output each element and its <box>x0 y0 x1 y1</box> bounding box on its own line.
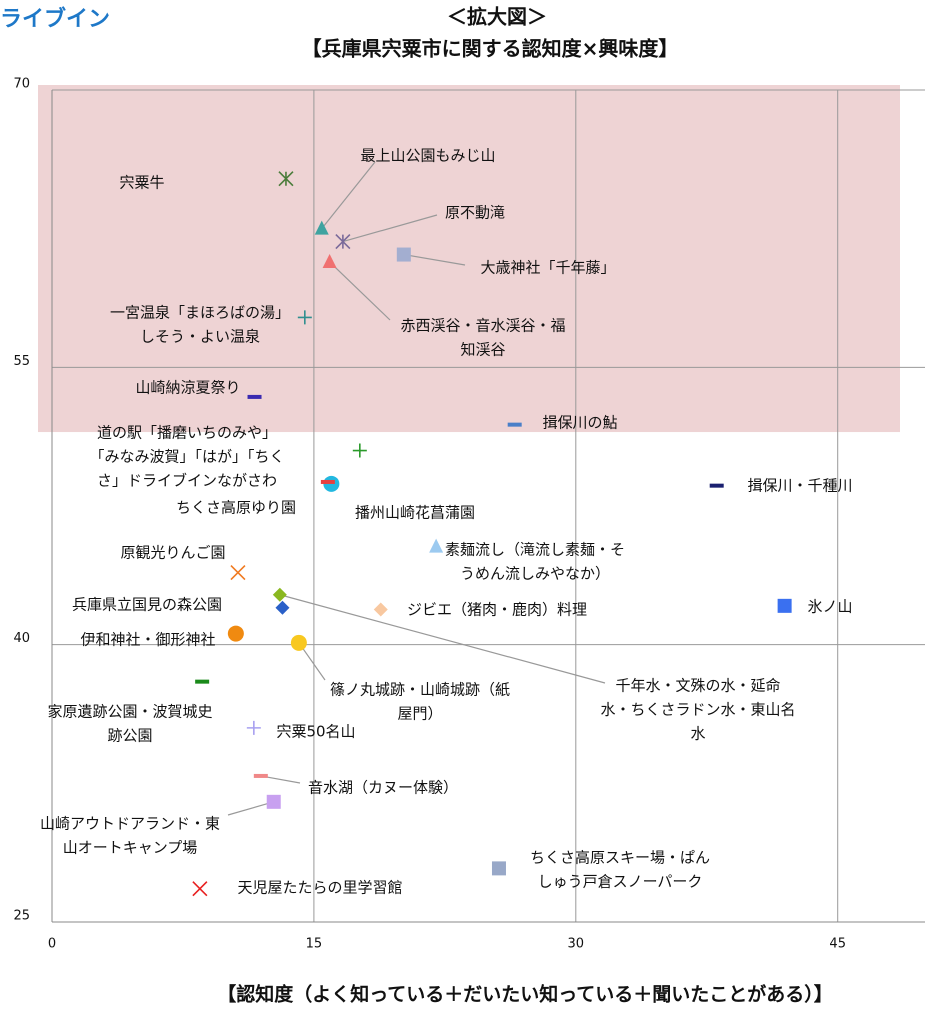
marker <box>230 564 246 581</box>
point-label: 氷ノ山 <box>807 598 852 616</box>
marker <box>192 881 208 897</box>
point-label: 赤西渓谷・音水渓谷・福 <box>400 317 565 335</box>
y-tick-label: 70 <box>13 77 30 92</box>
marker <box>429 538 444 553</box>
marker <box>290 634 307 651</box>
marker <box>507 422 522 427</box>
point-label: ジビエ（猪肉・鹿肉）料理 <box>407 601 587 619</box>
x-tick-label: 0 <box>48 937 56 952</box>
marker <box>297 310 312 325</box>
point-label: 水・ちくさラドン水・東山名 <box>600 701 795 719</box>
point-label: 揖保川・千種川 <box>747 477 852 495</box>
x-tick-label: 30 <box>568 937 585 952</box>
marker <box>266 794 281 809</box>
point-label: 素麺流し（滝流し素麺・そ <box>445 541 625 559</box>
marker <box>272 587 287 602</box>
point-label: 宍粟牛 <box>119 174 164 192</box>
point-label: 原観光りんご園 <box>120 544 225 562</box>
chart-title: ＜拡大図＞ <box>447 5 547 29</box>
leader-line <box>321 161 376 230</box>
marker <box>491 861 506 876</box>
marker <box>247 394 262 399</box>
chart-subtitle: 【兵庫県宍粟市に関する認知度×興味度】 <box>302 37 679 61</box>
marker <box>246 720 261 735</box>
y-tick-label: 25 <box>13 909 30 924</box>
x-tick-label: 15 <box>306 937 323 952</box>
point-label: 音水湖（カヌー体験） <box>308 779 458 797</box>
point-label: 原不動滝 <box>445 204 505 222</box>
leader-line <box>403 253 466 266</box>
point-label: さ」ドライブインながさわ <box>97 472 277 490</box>
leader-line <box>342 214 438 243</box>
point-label: 最上山公園もみじ山 <box>360 147 495 165</box>
marker <box>373 602 388 617</box>
leader-line <box>329 261 391 321</box>
point-label: 山オートキャンプ場 <box>63 839 198 857</box>
marker <box>227 625 244 642</box>
point-label: ちくさ高原ゆり園 <box>176 499 296 517</box>
marker <box>777 598 792 613</box>
leader-line <box>227 801 274 816</box>
marker <box>195 679 210 684</box>
point-label: 千年水・文殊の水・延命 <box>615 677 780 695</box>
marker <box>275 600 290 615</box>
corner-text: ライブイン <box>0 6 110 32</box>
background-layer <box>38 85 925 923</box>
point-label: 「みなみ波賀」「はが」「ちく <box>89 448 284 466</box>
point-label: しゅう戸倉スノーパーク <box>538 873 703 891</box>
point-label: 水 <box>690 725 705 743</box>
point-label: うめん流しみやなか） <box>460 565 610 583</box>
x-tick-label: 45 <box>829 937 846 952</box>
point-label: 播州山崎花菖蒲園 <box>355 504 475 522</box>
marker <box>253 773 268 778</box>
point-label: 一宮温泉「まほろばの湯」 <box>110 304 290 322</box>
point-label: 道の駅「播磨いちのみや」 <box>97 424 277 442</box>
point-label: 跡公園 <box>107 727 152 745</box>
y-tick-label: 55 <box>13 354 30 369</box>
point-label: 大歳神社「千年藤」 <box>480 259 615 277</box>
point-label: 山崎アウトドアランド・東 <box>40 815 220 833</box>
point-label: 兵庫県立国見の森公園 <box>72 596 222 614</box>
marker <box>320 479 335 484</box>
y-tick-label: 40 <box>13 631 30 646</box>
point-label: 揖保川の鮎 <box>542 414 617 432</box>
point-label: 篠ノ丸城跡・山崎城跡（紙 <box>330 681 510 699</box>
point-label: 家原遺跡公園・波賀城史 <box>47 703 212 721</box>
marker <box>322 253 337 268</box>
point-label: 山崎納涼夏祭り <box>135 379 240 397</box>
marker <box>314 220 329 235</box>
marker <box>352 443 367 458</box>
marker <box>335 234 351 250</box>
point-label: 宍粟50名山 <box>276 723 355 741</box>
x-axis-label: 【認知度（よく知っている＋だいたい知っている＋聞いたことがある）】 <box>217 983 833 1006</box>
point-label: 伊和神社・御形神社 <box>80 631 215 649</box>
marker <box>396 247 411 262</box>
point-label: ちくさ高原スキー場・ぱん <box>530 849 710 867</box>
point-label: 知渓谷 <box>460 341 505 359</box>
point-label: 屋門） <box>397 705 442 723</box>
point-label: 天児屋たたらの里学習館 <box>237 879 402 897</box>
leader-line <box>279 594 606 684</box>
marker <box>278 171 294 187</box>
point-label: しそう・よい温泉 <box>140 328 260 346</box>
highlight-band <box>38 85 900 433</box>
marker <box>709 483 724 488</box>
